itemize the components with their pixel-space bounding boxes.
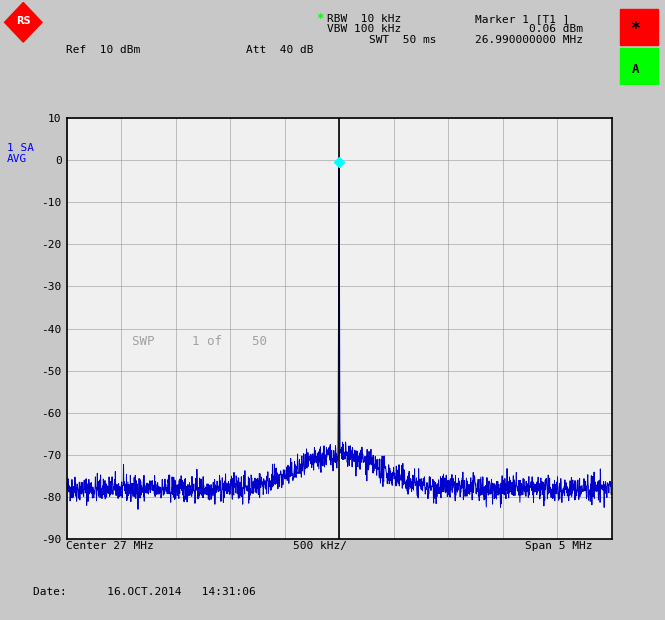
Text: 0.06 dBm: 0.06 dBm <box>529 24 583 34</box>
Polygon shape <box>5 2 42 42</box>
Text: 26.990000000 MHz: 26.990000000 MHz <box>475 35 583 45</box>
Text: SWP     1 of    50: SWP 1 of 50 <box>132 335 267 348</box>
Text: 1 SA
AVG: 1 SA AVG <box>7 143 34 164</box>
Text: RS: RS <box>16 17 31 27</box>
Text: Center 27 MHz: Center 27 MHz <box>66 541 154 551</box>
Text: Att  40 dB: Att 40 dB <box>246 45 314 55</box>
Text: SWT  50 ms: SWT 50 ms <box>369 35 437 45</box>
Text: Ref  10 dBm: Ref 10 dBm <box>66 45 141 55</box>
Text: *: * <box>630 20 640 38</box>
Text: A: A <box>632 63 639 76</box>
Text: Span 5 MHz: Span 5 MHz <box>525 541 593 551</box>
Text: Marker 1 [T1 ]: Marker 1 [T1 ] <box>475 14 570 24</box>
Text: Date:      16.OCT.2014   14:31:06: Date: 16.OCT.2014 14:31:06 <box>33 587 256 597</box>
Text: *: * <box>316 12 323 25</box>
Text: RBW  10 kHz: RBW 10 kHz <box>327 14 402 24</box>
Text: 500 kHz/: 500 kHz/ <box>293 541 346 551</box>
Text: VBW 100 kHz: VBW 100 kHz <box>327 24 402 34</box>
